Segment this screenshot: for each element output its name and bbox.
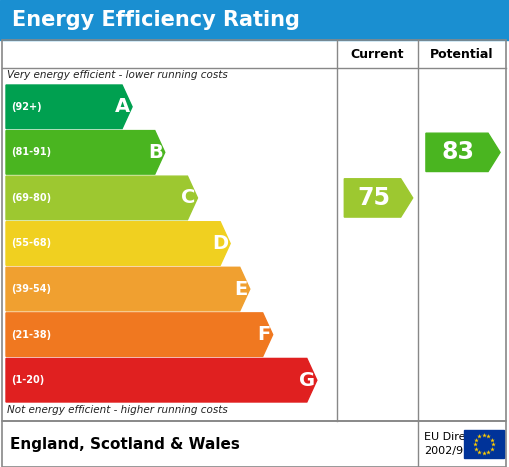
Text: Potential: Potential [430, 48, 494, 61]
Text: G: G [299, 371, 315, 390]
Text: E: E [235, 280, 248, 298]
Text: (55-68): (55-68) [11, 239, 51, 248]
Text: Energy Efficiency Rating: Energy Efficiency Rating [12, 10, 300, 30]
Bar [0, 0, 509, 40]
Polygon shape [6, 85, 132, 128]
Text: EU Directive
2002/91/EC: EU Directive 2002/91/EC [424, 432, 493, 456]
Polygon shape [6, 267, 250, 311]
Bar [2, 40, 506, 421]
Polygon shape [344, 179, 413, 217]
Text: Current: Current [351, 48, 404, 61]
Bar [0, 421, 509, 467]
Text: (69-80): (69-80) [11, 193, 51, 203]
Bar [464, 430, 504, 458]
Text: Very energy efficient - lower running costs: Very energy efficient - lower running co… [7, 70, 228, 80]
Text: (39-54): (39-54) [11, 284, 51, 294]
Polygon shape [6, 131, 165, 174]
Text: D: D [212, 234, 228, 253]
Text: 83: 83 [442, 141, 475, 164]
Polygon shape [6, 176, 197, 219]
Polygon shape [6, 359, 317, 402]
Text: (92+): (92+) [11, 102, 42, 112]
Text: (21-38): (21-38) [11, 330, 51, 340]
Polygon shape [426, 133, 500, 171]
Bar [2, 421, 506, 467]
Text: C: C [181, 188, 195, 207]
Text: 75: 75 [357, 186, 390, 210]
Text: B: B [148, 143, 163, 162]
Polygon shape [6, 313, 273, 356]
Text: F: F [258, 325, 271, 344]
Text: Not energy efficient - higher running costs: Not energy efficient - higher running co… [7, 405, 228, 415]
Text: (81-91): (81-91) [11, 148, 51, 157]
Text: (1-20): (1-20) [11, 375, 44, 385]
Text: A: A [115, 97, 130, 116]
Polygon shape [6, 222, 230, 265]
Text: England, Scotland & Wales: England, Scotland & Wales [10, 437, 240, 452]
